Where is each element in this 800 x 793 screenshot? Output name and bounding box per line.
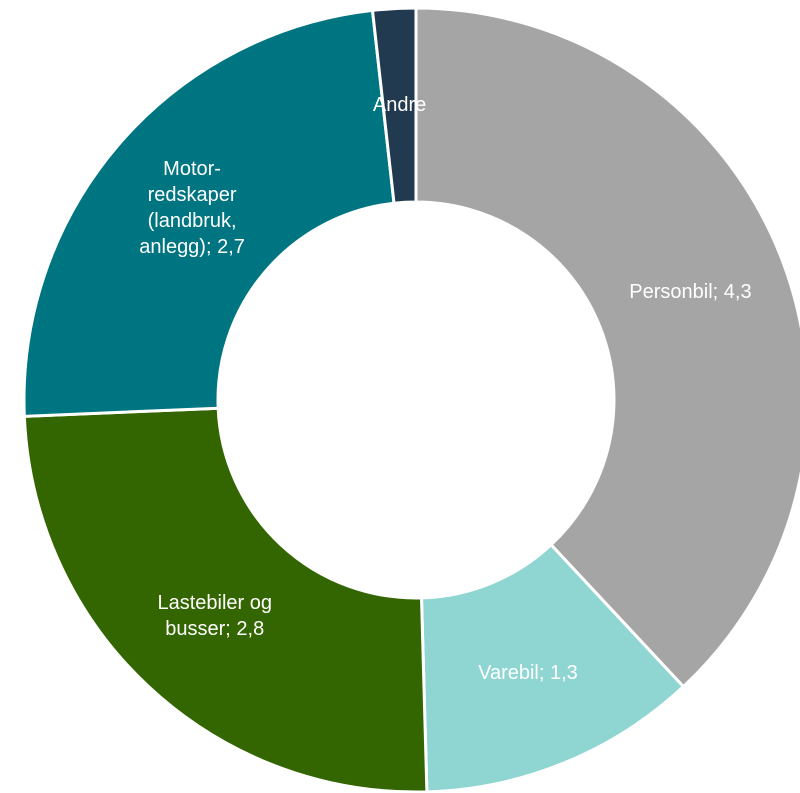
donut-slice [22,8,396,418]
donut-slice [22,406,429,793]
data-label-box: Lastebiler og busser; 2,8 [157,591,273,640]
data-label: Personbil; 4,3 [629,280,752,303]
donut-slice [419,542,686,793]
data-label: Lastebiler og busser; 2,8 [157,591,273,640]
data-label-box: Personbil; 4,3 [629,280,752,303]
data-label: Motor-redskaper (landbruk, anlegg); 2,7 [139,157,245,258]
donut-slice [414,6,800,689]
data-label-box: Motor-redskaper (landbruk, anlegg); 2,7 [139,157,245,258]
data-label: Varebil; 1,3 [478,661,578,684]
data-label-box: Andre [372,94,427,117]
data-label-box: Varebil; 1,3 [478,661,578,684]
data-label: Andre [372,94,427,117]
donut-slice [370,6,418,205]
